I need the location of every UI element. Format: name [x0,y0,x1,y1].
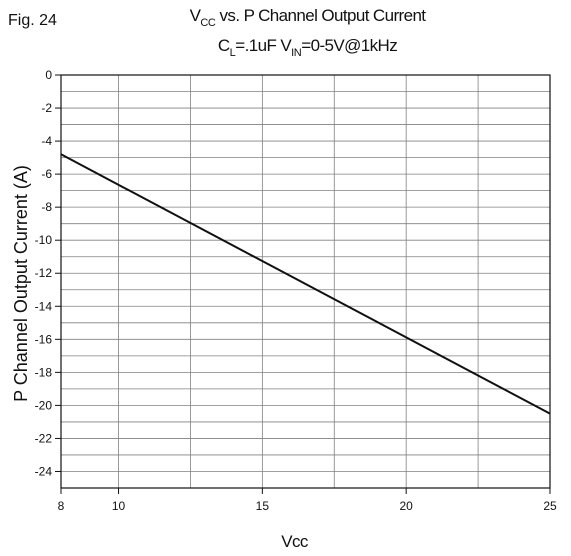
y-tick-label: -14 [35,299,53,313]
x-tick-label: 25 [543,499,557,513]
y-tick-label: 0 [45,68,52,82]
title-vin-subscript: IN [291,47,302,59]
x-tick-label: 8 [58,499,65,513]
y-tick-label: -4 [41,134,52,148]
title-cl-subscript: L [229,47,236,59]
title-line-1-rest: vs. P Channel Output Current [215,6,427,25]
y-tick-label: -6 [41,167,52,181]
y-tick-label: -24 [35,464,53,478]
y-tick-label: -2 [41,101,52,115]
y-tick-label: -8 [41,200,52,214]
title-vcc-subscript: CC [200,17,216,29]
y-tick-label: -18 [35,365,53,379]
y-tick-label: -22 [35,431,53,445]
title-vin-rest: =0-5V@1kHz [301,36,398,55]
y-tick-label: -10 [35,233,53,247]
y-tick-label: -16 [35,332,53,346]
chart-title-line-1: VCC vs. P Channel Output Current [22,6,571,29]
y-axis-title: P Channel Output Current (A) [11,165,31,402]
x-tick-label: 15 [256,499,270,513]
x-tick-label: 10 [112,499,126,513]
title-cl-rest: =.1uF V [235,36,292,55]
title-vcc-prefix: V [189,6,201,25]
series-line [60,153,551,415]
x-tick-label: 20 [399,499,413,513]
y-tick-label: -20 [35,398,53,412]
plot-frame [60,74,551,489]
title-cl-prefix: C [217,36,230,55]
chart-title-line-2: CL=.1uF VIN=0-5V@1kHz [22,36,571,59]
figure-label: Fig. 24 [8,12,57,29]
y-tick-label: -12 [35,266,53,280]
x-axis-title: Vcc [281,532,308,551]
